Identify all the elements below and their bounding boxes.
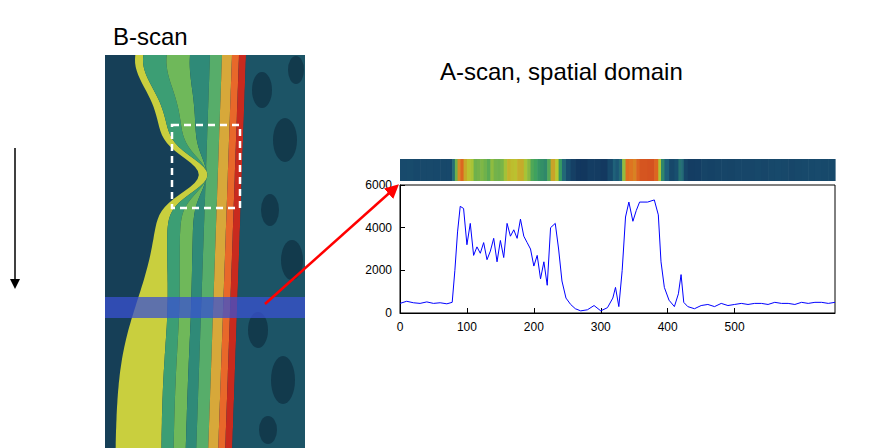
svg-text:100: 100 bbox=[457, 320, 477, 334]
svg-text:200: 200 bbox=[524, 320, 544, 334]
svg-text:B-scan: B-scan bbox=[113, 23, 188, 50]
svg-text:0: 0 bbox=[397, 320, 404, 334]
svg-text:500: 500 bbox=[725, 320, 745, 334]
svg-text:400: 400 bbox=[658, 320, 678, 334]
svg-text:A-scan, spatial domain: A-scan, spatial domain bbox=[440, 58, 683, 85]
svg-text:300: 300 bbox=[591, 320, 611, 334]
svg-text:2000: 2000 bbox=[365, 263, 392, 277]
svg-text:0: 0 bbox=[385, 306, 392, 320]
svg-text:4000: 4000 bbox=[365, 221, 392, 235]
svg-text:6000: 6000 bbox=[365, 178, 392, 192]
